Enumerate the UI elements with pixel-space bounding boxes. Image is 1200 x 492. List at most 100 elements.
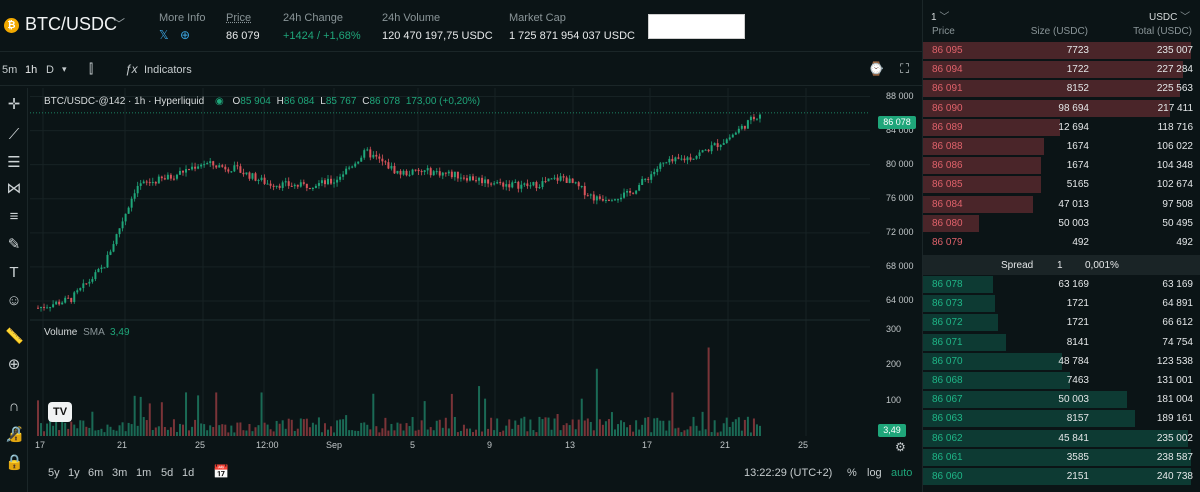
range-5y[interactable]: 5y xyxy=(48,467,60,479)
currency-select[interactable]: USDC ﹀ xyxy=(1149,12,1191,23)
ask-row[interactable]: 86 085 5165 102 674 xyxy=(923,175,1200,194)
ask-row[interactable]: 86 090 98 694 217 411 xyxy=(923,99,1200,118)
range-1y[interactable]: 1y xyxy=(68,467,80,479)
ask-row[interactable]: 86 084 47 013 97 508 xyxy=(923,195,1200,214)
social-icons[interactable]: 𝕏 ⊕ xyxy=(159,28,195,42)
interval-5m[interactable]: 5m xyxy=(2,64,18,76)
range-bar: 17 21 25 12:00 Sep 5 9 13 17 21 25 5y 1y 6m 3m 1m 5d 1d … xyxy=(30,440,920,492)
row-total: 104 348 xyxy=(1156,160,1193,172)
brush-icon[interactable]: ✎ xyxy=(7,236,21,253)
candle-body xyxy=(758,114,761,119)
volume-bar xyxy=(755,424,758,436)
bid-row[interactable]: 86 073 1721 64 891 xyxy=(923,294,1200,313)
volume-bar xyxy=(692,416,695,436)
chevron-down-icon[interactable]: ﹀ xyxy=(113,17,126,31)
bid-row[interactable]: 86 078 63 169 63 169 xyxy=(923,275,1200,294)
calendar-icon[interactable]: 📅 xyxy=(213,464,230,479)
candle-body xyxy=(623,192,626,198)
lock-drawings-icon[interactable]: 🔏 xyxy=(5,426,24,443)
volume-bar xyxy=(251,431,254,436)
candle-type-icon[interactable]: ⫿ xyxy=(89,61,94,76)
bid-row[interactable]: 86 072 1721 66 612 xyxy=(923,313,1200,332)
candle-body xyxy=(641,178,644,186)
interval-d[interactable]: D xyxy=(46,64,54,76)
depth-bar xyxy=(923,410,1135,428)
volume-bar xyxy=(411,417,414,436)
settings-icon[interactable]: ⚙ xyxy=(895,440,906,454)
candle-body xyxy=(435,171,438,173)
candle-body xyxy=(70,297,73,302)
time-tick: 9 xyxy=(487,440,493,450)
price-axis[interactable]: 88 000 84 000 80 000 76 000 72 000 68 000 64 0… xyxy=(870,88,920,438)
candle-body xyxy=(644,178,647,180)
indicators-button[interactable]: Indicators xyxy=(144,64,192,76)
volume-bar xyxy=(653,418,656,436)
candle-body xyxy=(665,162,668,164)
horizontal-lines-icon[interactable]: ☰ xyxy=(7,154,21,171)
trendline-icon[interactable]: ⟋ xyxy=(8,126,20,143)
emoji-icon[interactable]: ☺ xyxy=(6,292,22,309)
chevron-down-icon[interactable]: ▾ xyxy=(62,64,67,74)
range-1d[interactable]: 1d xyxy=(182,467,195,479)
candle-body xyxy=(713,143,716,146)
ask-row[interactable]: 86 086 1674 104 348 xyxy=(923,156,1200,175)
ask-row[interactable]: 86 091 8152 225 563 xyxy=(923,79,1200,98)
candle-body xyxy=(432,171,435,176)
screenshot-icon[interactable]: ⌚ xyxy=(868,61,885,76)
tradingview-logo[interactable]: TV xyxy=(48,402,72,422)
candle-body xyxy=(689,157,692,160)
clock[interactable]: 13:22:29 (UTC+2) xyxy=(744,467,833,479)
fullscreen-icon[interactable]: ⛶ xyxy=(900,61,910,76)
row-size: 8152 xyxy=(1066,83,1089,95)
volume-bar xyxy=(139,396,142,436)
percent-toggle[interactable]: % xyxy=(847,467,857,479)
bid-row[interactable]: 86 062 45 841 235 002 xyxy=(923,429,1200,448)
magnet-icon[interactable]: ∩ xyxy=(8,398,20,415)
ask-row[interactable]: 86 088 1674 106 022 xyxy=(923,137,1200,156)
auto-toggle[interactable]: auto xyxy=(891,467,913,479)
time-axis[interactable]: 17 21 25 12:00 Sep 5 9 13 17 21 25 xyxy=(30,440,870,454)
range-1m[interactable]: 1m xyxy=(136,467,152,479)
range-6m[interactable]: 6m xyxy=(88,467,104,479)
crosshair-icon[interactable]: ✛ xyxy=(7,96,21,113)
range-3m[interactable]: 3m xyxy=(112,467,128,479)
ask-row[interactable]: 86 095 7723 235 007 xyxy=(923,41,1200,60)
fib-icon[interactable]: ≡ xyxy=(9,208,19,225)
depth-bar xyxy=(923,276,993,293)
range-5d[interactable]: 5d xyxy=(161,467,174,479)
ruler-icon[interactable]: 📏 xyxy=(5,328,24,345)
bid-row[interactable]: 86 068 7463 131 001 xyxy=(923,371,1200,390)
lock-icon[interactable]: 🔒 xyxy=(5,454,24,471)
eye-icon[interactable]: ◉ xyxy=(214,96,224,107)
volume-bar xyxy=(396,422,399,436)
bid-row[interactable]: 86 067 50 003 181 004 xyxy=(923,390,1200,409)
volume-bar xyxy=(52,425,55,436)
bid-row[interactable]: 86 061 3585 238 587 xyxy=(923,448,1200,467)
volume-bar xyxy=(333,432,336,436)
ask-row[interactable]: 86 080 50 003 50 495 xyxy=(923,214,1200,233)
log-toggle[interactable]: log xyxy=(867,467,882,479)
volume-bar xyxy=(553,418,556,436)
interval-1h[interactable]: 1h xyxy=(25,64,38,76)
candle-body xyxy=(396,170,399,174)
ask-row[interactable]: 86 079 492 492 xyxy=(923,233,1200,252)
fx-icon[interactable]: ƒx xyxy=(125,62,138,76)
bid-row[interactable]: 86 070 48 784 123 538 xyxy=(923,352,1200,371)
zoom-in-icon[interactable]: ⊕ xyxy=(7,356,21,373)
pair-title[interactable]: BTC/USDC xyxy=(25,14,118,34)
volume-bar xyxy=(336,420,339,436)
depth-select[interactable]: 1 ﹀ xyxy=(931,12,950,23)
price-chart[interactable] xyxy=(30,88,870,438)
bid-row[interactable]: 86 071 8141 74 754 xyxy=(923,333,1200,352)
bid-row[interactable]: 86 063 8157 189 161 xyxy=(923,409,1200,428)
pattern-icon[interactable]: ⋈ xyxy=(6,180,22,197)
ask-row[interactable]: 86 094 1722 227 284 xyxy=(923,60,1200,79)
volume-bar xyxy=(508,419,511,436)
volume-bar xyxy=(248,424,251,436)
change-stat: 24h Change +1424 / +1,68% xyxy=(283,12,361,42)
ask-row[interactable]: 86 089 12 694 118 716 xyxy=(923,118,1200,137)
text-icon[interactable]: T xyxy=(9,264,19,281)
candle-body xyxy=(574,182,577,184)
bid-row[interactable]: 86 060 2151 240 738 xyxy=(923,467,1200,486)
candle-body xyxy=(336,179,339,183)
